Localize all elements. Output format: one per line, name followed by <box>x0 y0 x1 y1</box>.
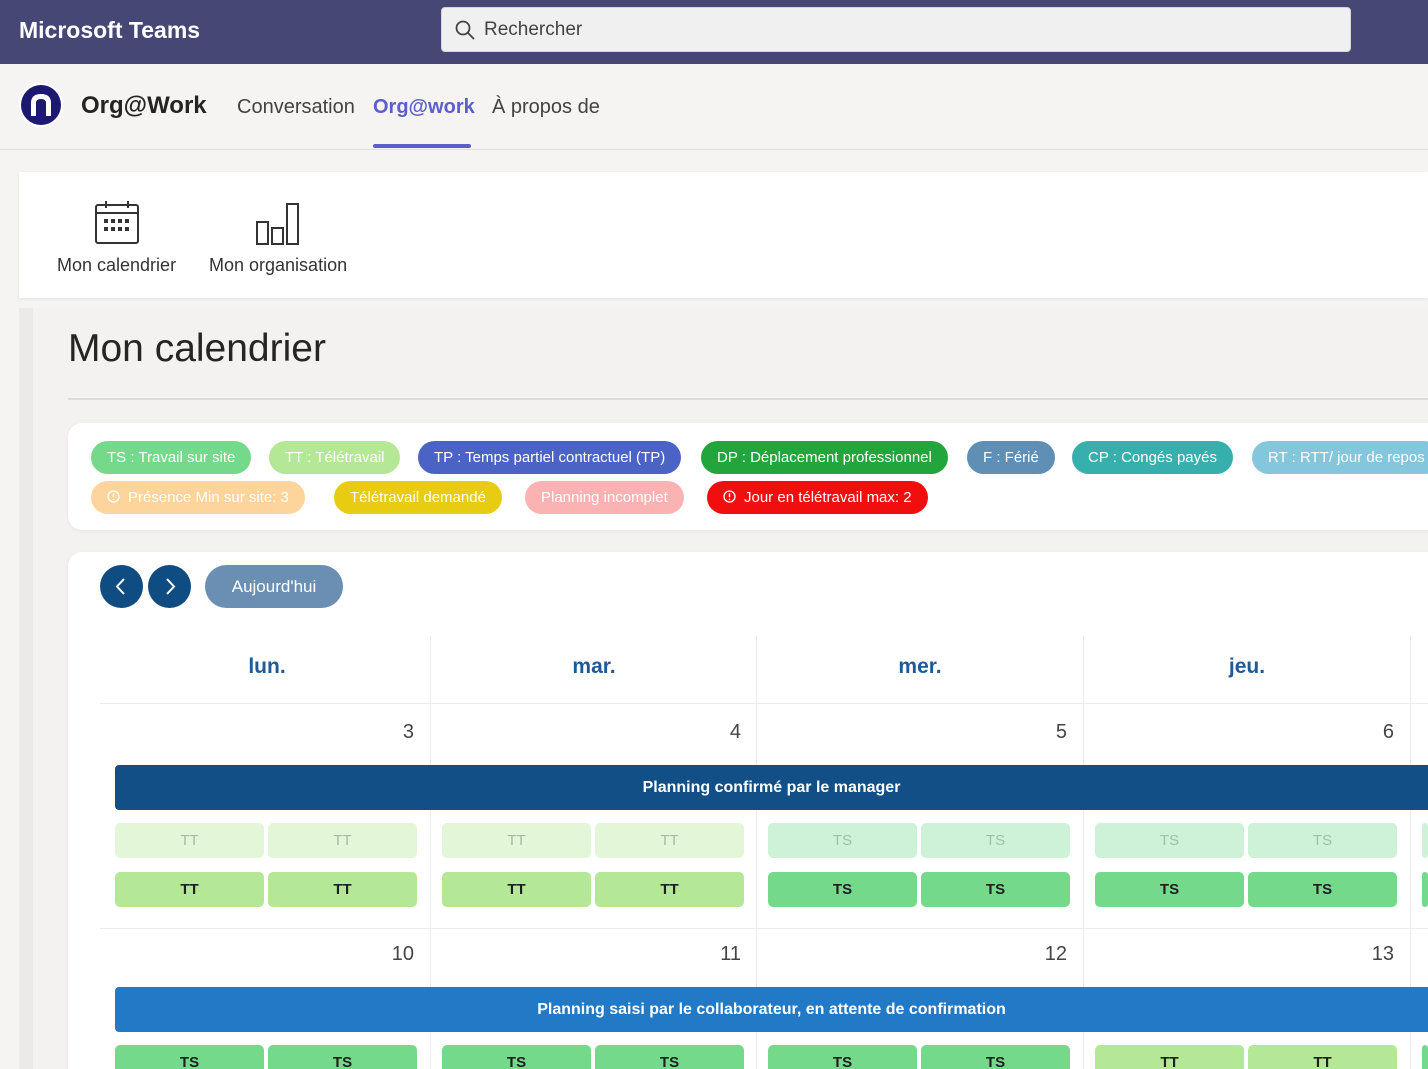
half-day-slot-tt[interactable]: TT <box>442 872 591 907</box>
legend-f-ferie: F : Férié <box>967 441 1055 474</box>
org-work-logo <box>19 83 63 127</box>
half-day-slot-tt[interactable]: TT <box>595 872 744 907</box>
previous-week-button[interactable] <box>100 565 143 608</box>
legend-label: Jour en télétravail max: 2 <box>744 489 912 506</box>
half-day-slot-partial[interactable] <box>1422 823 1428 858</box>
half-day-slot-ts[interactable]: TS <box>1248 823 1397 858</box>
legend-label: Télétravail demandé <box>350 489 486 506</box>
planning-status-banner: Planning confirmé par le manager <box>115 765 1428 810</box>
half-day-slot-ts[interactable]: TS <box>1095 872 1244 907</box>
day-number: 10 <box>391 943 414 965</box>
planning-status-banner: Planning saisi par le collaborateur, en … <box>115 987 1428 1032</box>
day-number: 3 <box>402 721 414 743</box>
today-button[interactable]: Aujourd'hui <box>205 565 343 608</box>
search-icon <box>455 20 475 40</box>
half-day-slot-ts[interactable]: TS <box>768 872 917 907</box>
day-header-lun: lun. <box>248 655 286 678</box>
day-header-mar: mar. <box>572 655 616 678</box>
half-day-slot-tt[interactable]: TT <box>442 823 591 858</box>
half-day-slot-tt[interactable]: TT <box>268 872 417 907</box>
header-divider <box>100 703 1428 704</box>
tab-conversation[interactable]: Conversation <box>237 96 355 118</box>
legend-label: DP : Déplacement professionnel <box>717 449 932 466</box>
week-divider <box>100 928 1428 929</box>
nav-mon-calendrier-label: Mon calendrier <box>57 255 177 275</box>
day-number: 5 <box>1055 721 1067 743</box>
active-tab-indicator <box>373 144 471 148</box>
half-day-slot-ts[interactable]: TS <box>921 1045 1070 1069</box>
title-divider <box>68 398 1428 400</box>
half-day-slot-ts[interactable]: TS <box>1095 823 1244 858</box>
legend-label: Planning incomplet <box>541 489 668 506</box>
app-title: Microsoft Teams <box>19 17 201 43</box>
legend-cp-conges-payes: CP : Congés payés <box>1072 441 1233 474</box>
teams-top-bar: Microsoft Teams Rechercher <box>0 0 1428 64</box>
tab-org-work[interactable]: Org@work <box>373 96 475 118</box>
tool-navigation: Mon calendrier Mon organisation <box>19 172 1428 298</box>
column-divider <box>756 636 757 1069</box>
half-day-slot-ts[interactable]: TS <box>268 1045 417 1069</box>
page-title: Mon calendrier <box>68 327 326 370</box>
half-day-slot-partial[interactable] <box>1422 1045 1428 1069</box>
search-input[interactable]: Rechercher <box>484 19 583 40</box>
left-gutter <box>19 308 33 1069</box>
day-header-jeu: jeu. <box>1228 655 1266 678</box>
legend-ts-travail-sur-site: TS : Travail sur site <box>91 441 252 474</box>
half-day-slot-partial[interactable] <box>1422 872 1428 907</box>
calendar-panel <box>68 552 1428 1069</box>
legend-presence-min-sur-site-3: Présence Min sur site: 3 <box>91 481 305 514</box>
half-day-slot-ts[interactable]: TS <box>921 823 1070 858</box>
half-day-slot-ts[interactable]: TS <box>768 823 917 858</box>
half-day-slot-tt[interactable]: TT <box>1095 1045 1244 1069</box>
legend-label: TT : Télétravail <box>285 449 385 466</box>
half-day-slot-tt[interactable]: TT <box>595 823 744 858</box>
column-divider <box>1083 636 1084 1069</box>
half-day-slot-ts[interactable]: TS <box>595 1045 744 1069</box>
day-number: 12 <box>1044 943 1067 965</box>
next-week-button[interactable] <box>148 565 191 608</box>
legend-label: Présence Min sur site: 3 <box>128 489 289 506</box>
half-day-slot-ts[interactable]: TS <box>115 1045 264 1069</box>
legend-tt-teletravail: TT : Télétravail <box>269 441 401 474</box>
legend-planning-incomplet: Planning incomplet <box>525 481 684 514</box>
day-number: 13 <box>1371 943 1394 965</box>
calendar-icon <box>95 201 139 244</box>
half-day-slot-tt[interactable]: TT <box>115 872 264 907</box>
info-circle-icon <box>107 490 120 503</box>
legend-rt-rtt-jour-de-repos: RT : RTT/ jour de repos <box>1252 441 1428 474</box>
legend-jour-en-teletravail-max-2: Jour en télétravail max: 2 <box>707 481 928 514</box>
chevron-left-icon <box>115 578 125 595</box>
chevron-right-icon <box>166 578 176 595</box>
legend-label: F : Férié <box>983 449 1039 466</box>
day-header-mer: mer. <box>898 655 942 678</box>
legend-tp-temps-partiel-contractuel-tp: TP : Temps partiel contractuel (TP) <box>418 441 682 474</box>
day-number: 4 <box>729 721 741 743</box>
day-number: 11 <box>720 943 741 965</box>
app-name: Org@Work <box>81 92 207 119</box>
half-day-slot-ts[interactable]: TS <box>768 1045 917 1069</box>
half-day-slot-tt[interactable]: TT <box>1248 1045 1397 1069</box>
half-day-slot-ts[interactable]: TS <box>1248 872 1397 907</box>
day-number: 6 <box>1382 721 1394 743</box>
legend-label: CP : Congés payés <box>1088 449 1217 466</box>
tab-a-propos[interactable]: À propos de <box>492 96 600 118</box>
nav-mon-organisation-label: Mon organisation <box>209 255 348 275</box>
bar-chart-icon <box>256 203 299 245</box>
column-divider <box>1410 636 1411 1069</box>
half-day-slot-tt[interactable]: TT <box>115 823 264 858</box>
legend-label: TP : Temps partiel contractuel (TP) <box>434 449 666 466</box>
channel-header: Org@Work Conversation Org@work À propos … <box>0 64 1428 150</box>
legend-label: TS : Travail sur site <box>107 449 236 466</box>
half-day-slot-ts[interactable]: TS <box>921 872 1070 907</box>
info-circle-icon <box>723 490 736 503</box>
legend-dp-deplacement-professionnel: DP : Déplacement professionnel <box>701 441 948 474</box>
half-day-slot-ts[interactable]: TS <box>442 1045 591 1069</box>
column-divider <box>430 636 431 1069</box>
legend-label: RT : RTT/ jour de repos <box>1268 449 1425 466</box>
search-box[interactable]: Rechercher <box>441 7 1351 52</box>
half-day-slot-tt[interactable]: TT <box>268 823 417 858</box>
legend-teletravail-demande: Télétravail demandé <box>334 481 502 514</box>
